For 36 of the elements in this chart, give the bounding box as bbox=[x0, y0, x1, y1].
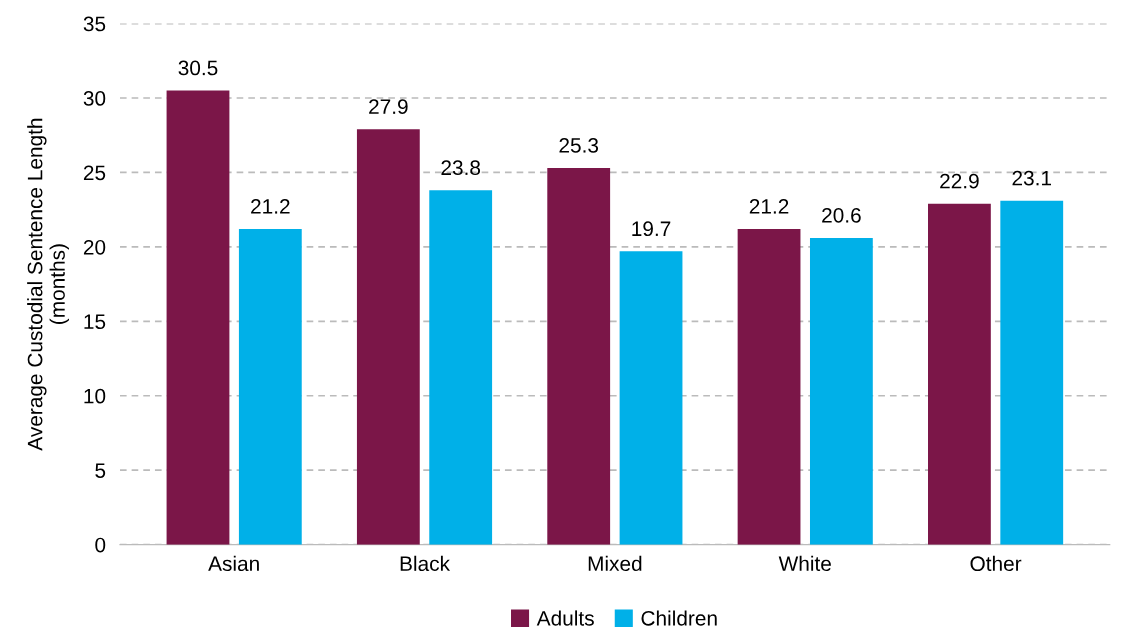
data-label: 23.8 bbox=[441, 160, 481, 176]
x-tick-label: Black bbox=[400, 555, 451, 572]
legend-label: Children bbox=[641, 610, 717, 626]
data-label: 27.9 bbox=[369, 99, 408, 115]
data-label: 25.3 bbox=[559, 138, 599, 153]
data-label: 21.2 bbox=[749, 199, 789, 214]
data-label: 30.5 bbox=[178, 60, 218, 76]
bar bbox=[737, 229, 801, 545]
y-tick-label: 35 bbox=[83, 16, 106, 32]
data-label: 22.9 bbox=[940, 173, 979, 189]
x-tick-label: Mixed bbox=[588, 555, 642, 572]
bar bbox=[1000, 200, 1064, 545]
y-axis-title: Average Custodial Sentence Length (months) bbox=[27, 118, 69, 451]
bar bbox=[356, 129, 420, 545]
y-tick-label: 5 bbox=[95, 463, 106, 478]
bar bbox=[547, 167, 611, 545]
bar bbox=[809, 237, 873, 545]
data-label: 19.7 bbox=[632, 221, 671, 237]
y-tick-label: 10 bbox=[84, 388, 106, 404]
x-tick-label: Other bbox=[970, 555, 1022, 572]
data-label: 23.1 bbox=[1012, 170, 1051, 186]
y-tick-label: 30 bbox=[83, 91, 106, 106]
bar bbox=[619, 251, 683, 545]
y-tick-label: 20 bbox=[83, 239, 106, 255]
y-tick-label: 15 bbox=[84, 314, 106, 330]
y-tick-label: 0 bbox=[95, 537, 106, 553]
x-tick-label: White bbox=[778, 555, 831, 572]
data-label: 21.2 bbox=[251, 199, 290, 214]
data-label: 20.6 bbox=[822, 207, 861, 223]
bar bbox=[429, 190, 493, 545]
bar bbox=[238, 229, 302, 545]
bar bbox=[928, 203, 991, 545]
x-tick-label: Asian bbox=[208, 555, 259, 572]
bar bbox=[166, 90, 230, 545]
legend-label: Adults bbox=[536, 610, 594, 626]
y-tick-label: 25 bbox=[83, 165, 106, 181]
